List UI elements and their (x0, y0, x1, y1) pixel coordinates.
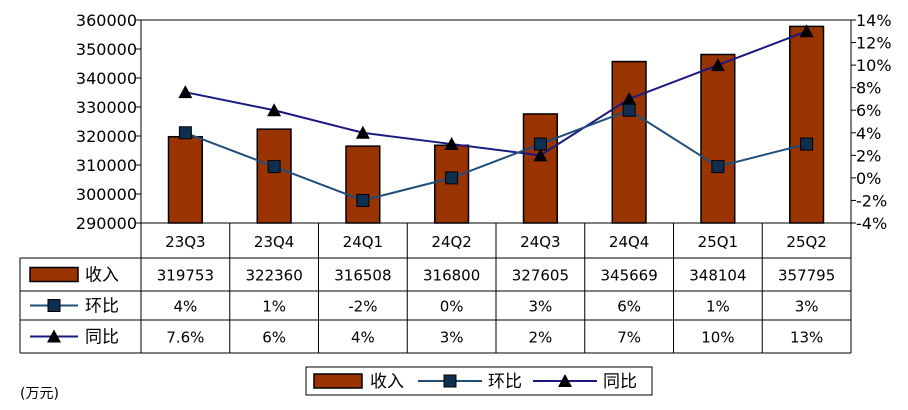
table-row-label: 同比 (85, 328, 119, 348)
table-value: 3% (440, 329, 464, 347)
table-value: 4% (351, 329, 375, 347)
table-value: 2% (528, 329, 552, 347)
table-value: 327605 (512, 267, 569, 285)
series-yoy-point (533, 148, 548, 162)
table-category-label: 23Q4 (254, 233, 294, 251)
table-value: 319753 (157, 267, 214, 285)
bar-revenue (700, 53, 736, 224)
table-value: 6% (617, 298, 641, 316)
series-mom-point (445, 171, 459, 185)
table-row-label: 收入 (85, 266, 119, 286)
right-axis-tick-label: 8% (856, 79, 881, 98)
table-value: 316508 (334, 267, 391, 285)
series-mom-point (533, 137, 547, 151)
table-value: 4% (173, 298, 197, 316)
legend-label-yoy: 同比 (603, 372, 637, 392)
bar-revenue (167, 135, 203, 224)
table-value: 322360 (245, 267, 302, 285)
table-value: -2% (348, 298, 377, 316)
series-yoy-point (355, 125, 370, 139)
bar-revenue (256, 128, 292, 224)
series-yoy-point (444, 137, 459, 151)
bar-revenue (345, 145, 381, 224)
table-category-label: 25Q1 (698, 233, 738, 251)
right-axis-tick-label: 6% (856, 101, 881, 120)
right-axis-tick-label: 14% (856, 11, 892, 30)
table-category-label: 24Q1 (343, 233, 383, 251)
legend-marker-yoy (558, 374, 572, 387)
series-mom-point (622, 103, 636, 117)
series-mom-point (711, 160, 725, 174)
right-axis-tick-label: 0% (856, 169, 881, 188)
plot-area (140, 19, 852, 224)
table-value: 6% (262, 329, 286, 347)
right-axis-tick-label: 10% (856, 56, 892, 75)
series-mom-line (185, 109, 807, 202)
left-axis-tick-label: 360000 (76, 11, 137, 30)
series-yoy-point (799, 24, 814, 38)
table-category-label: 24Q3 (520, 233, 560, 251)
table-row-label: 环比 (85, 297, 119, 317)
bar-revenue (789, 25, 825, 224)
table-value: 345669 (600, 267, 657, 285)
left-axis-tick-label: 310000 (76, 156, 137, 175)
left-axis-tick-label: 300000 (76, 185, 137, 204)
table-category-label: 23Q3 (165, 233, 205, 251)
right-axis-tick-label: 4% (856, 124, 881, 143)
table-value: 316800 (423, 267, 480, 285)
left-axis-tick-label: 290000 (76, 214, 137, 233)
table-value: 7% (617, 329, 641, 347)
left-axis-tick-label: 330000 (76, 98, 137, 117)
table-value: 13% (790, 329, 823, 347)
series-yoy-point (710, 58, 725, 72)
series-mom-point (267, 160, 281, 174)
series-yoy-line (185, 30, 807, 157)
bar-revenue (522, 113, 558, 224)
right-axis-tick-label: -2% (856, 191, 887, 210)
right-axis-tick-label: 2% (856, 146, 881, 165)
table-value: 357795 (778, 267, 835, 285)
left-axis-tick-label: 350000 (76, 40, 137, 59)
table-key-revenue (29, 266, 79, 283)
table-category-label: 24Q2 (431, 233, 471, 251)
left-axis-tick-label: 340000 (76, 69, 137, 88)
series-yoy-point (178, 85, 193, 99)
table-value: 348104 (689, 267, 746, 285)
table-value: 3% (795, 298, 819, 316)
right-axis-tick-label: -4% (856, 214, 887, 233)
series-mom-point (178, 126, 192, 140)
right-axis-tick-label: 12% (856, 34, 892, 53)
series-yoy-point (622, 91, 637, 105)
series-mom-point (356, 193, 370, 207)
unit-label: (万元) (20, 386, 59, 402)
table-value: 0% (440, 298, 464, 316)
table-value: 3% (528, 298, 552, 316)
left-axis-tick-label: 320000 (76, 127, 137, 146)
table-value: 1% (262, 298, 286, 316)
table-key-mom-marker (47, 299, 61, 312)
legend-label-revenue: 收入 (370, 372, 404, 392)
legend-label-mom: 环比 (488, 372, 522, 392)
legend-marker-mom (443, 374, 457, 388)
table-value: 10% (701, 329, 734, 347)
table-category-label: 24Q4 (609, 233, 649, 251)
table-value: 1% (706, 298, 730, 316)
legend-swatch-revenue (313, 373, 363, 389)
table-key-yoy-marker (47, 329, 61, 343)
table-value: 7.6% (166, 329, 204, 347)
table-category-label: 25Q2 (786, 233, 826, 251)
series-yoy-point (267, 103, 282, 117)
bar-revenue (611, 60, 647, 224)
series-mom-point (800, 137, 814, 151)
